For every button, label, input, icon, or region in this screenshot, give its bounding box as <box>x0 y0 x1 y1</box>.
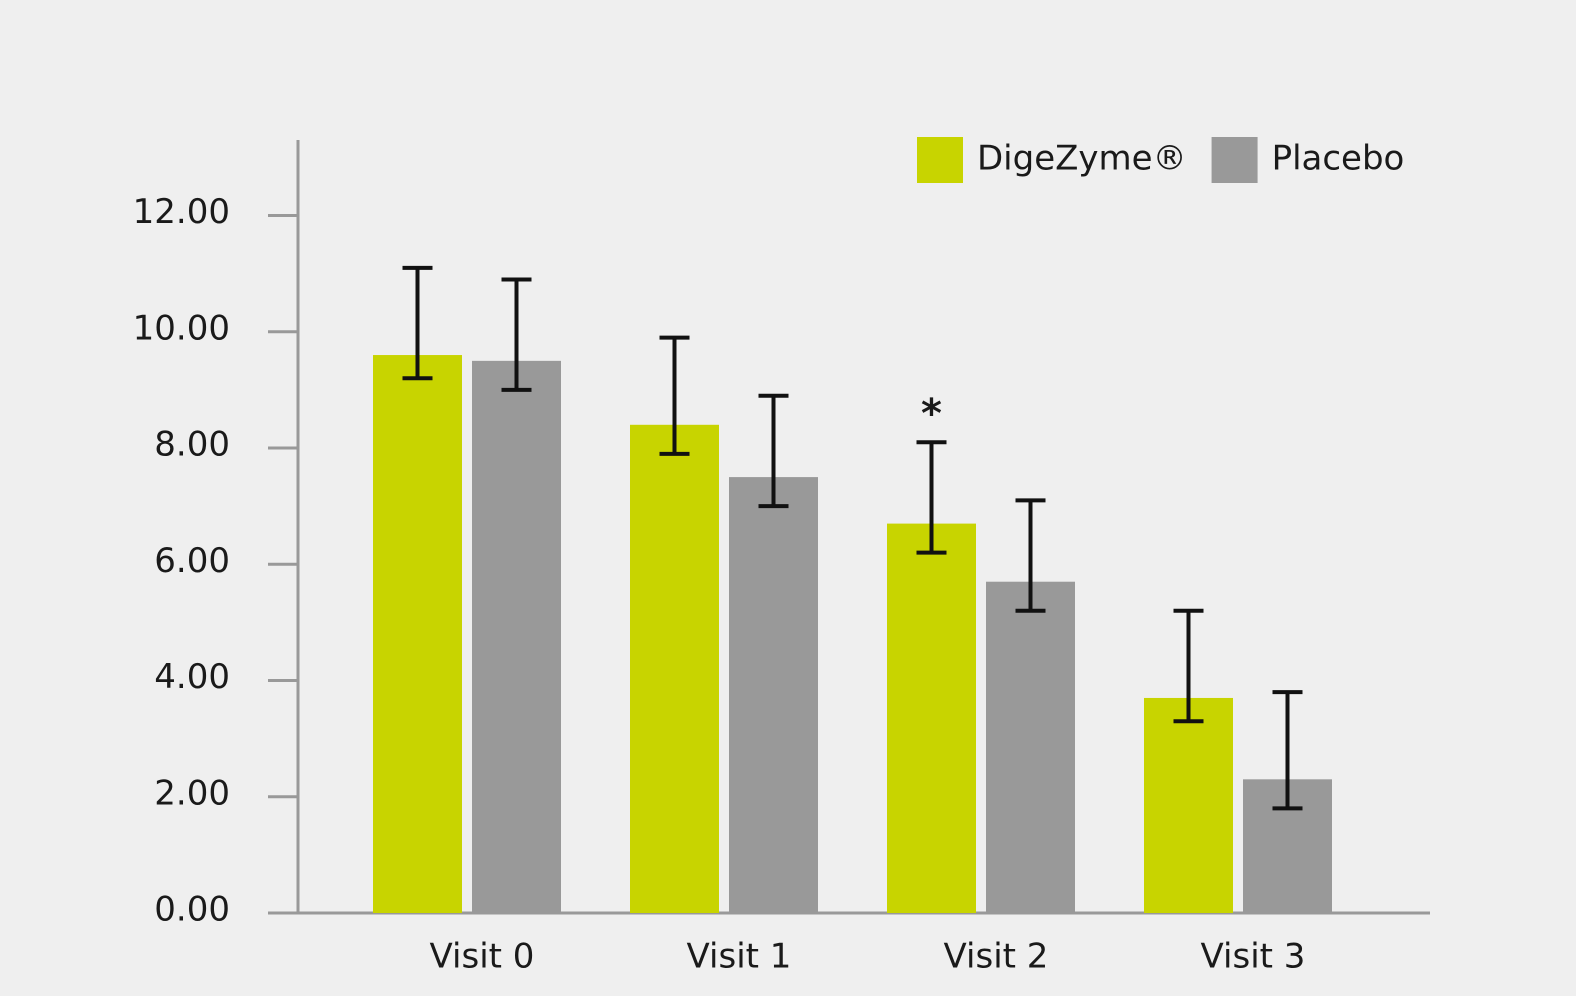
error-bar <box>402 265 433 381</box>
x-tick-label: Visit 1 <box>687 937 792 977</box>
x-tick-label: Visit 0 <box>430 937 535 977</box>
legend-label: DigeZyme® <box>977 139 1187 179</box>
legend-swatch <box>917 137 963 183</box>
legend-label: Placebo <box>1272 139 1405 179</box>
error-bar <box>1272 690 1303 811</box>
error-bar <box>501 277 532 392</box>
bar <box>1144 697 1233 913</box>
y-tick-label: 0.00 <box>154 890 230 930</box>
bar <box>986 581 1075 913</box>
bar <box>373 355 462 913</box>
error-bar <box>1173 608 1204 724</box>
bar <box>729 477 818 913</box>
x-tick-label: Visit 3 <box>1201 937 1306 977</box>
error-bar <box>659 335 690 456</box>
annotation: * <box>921 391 942 437</box>
error-bar <box>916 440 947 555</box>
y-tick-label: 2.00 <box>154 773 230 813</box>
error-bar <box>1015 498 1046 613</box>
error-bar <box>758 393 789 509</box>
y-tick-label: 4.00 <box>154 657 230 697</box>
bar <box>630 424 719 913</box>
bar <box>887 523 976 913</box>
x-tick-label: Visit 2 <box>944 937 1049 977</box>
y-tick-label: 12.00 <box>133 192 230 232</box>
legend-swatch <box>1211 137 1258 183</box>
bar <box>472 360 561 913</box>
y-tick-label: 8.00 <box>154 425 230 465</box>
y-tick-label: 10.00 <box>133 308 230 348</box>
y-tick-label: 6.00 <box>154 541 230 581</box>
